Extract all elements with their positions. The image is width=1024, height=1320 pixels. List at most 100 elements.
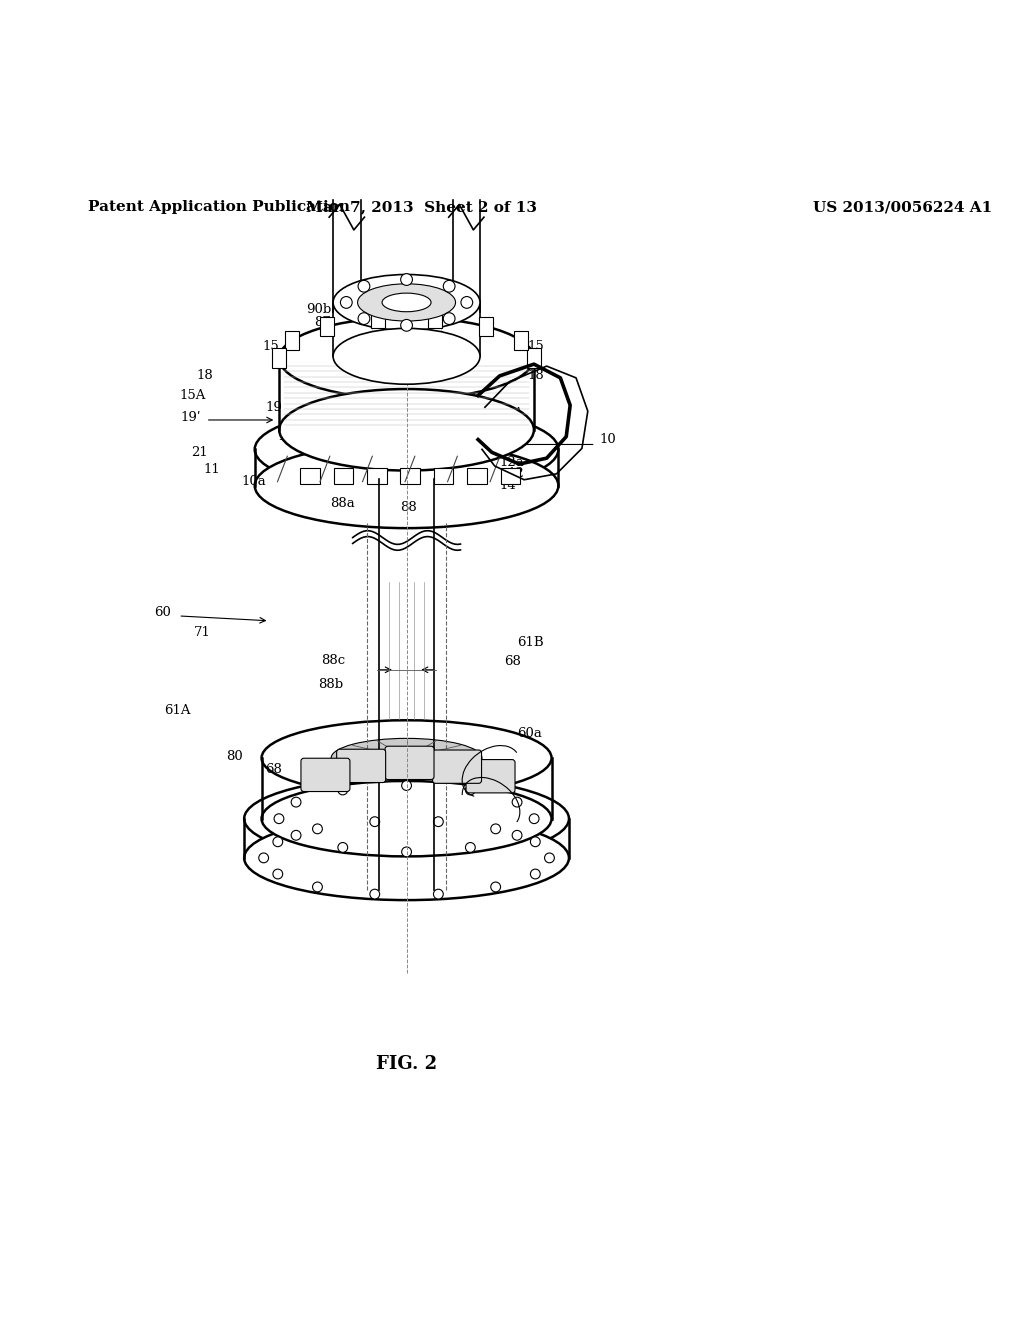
Circle shape <box>273 837 283 846</box>
Circle shape <box>338 785 348 795</box>
Text: 90c: 90c <box>399 302 424 315</box>
Circle shape <box>530 869 541 879</box>
Bar <box>367 469 387 483</box>
Circle shape <box>530 837 541 846</box>
Bar <box>514 331 528 350</box>
Text: Mar. 7, 2013  Sheet 2 of 13: Mar. 7, 2013 Sheet 2 of 13 <box>306 201 537 214</box>
Text: 10: 10 <box>600 433 616 446</box>
Text: 15: 15 <box>527 341 544 352</box>
Circle shape <box>259 853 268 863</box>
Ellipse shape <box>357 284 456 321</box>
Text: 90b: 90b <box>306 302 331 315</box>
Circle shape <box>545 853 554 863</box>
Bar <box>285 331 299 350</box>
Circle shape <box>401 847 412 857</box>
Text: 12: 12 <box>508 467 524 480</box>
FancyBboxPatch shape <box>301 758 350 792</box>
Text: 88c: 88c <box>321 653 345 667</box>
Text: 71: 71 <box>194 626 211 639</box>
Text: 61B: 61B <box>517 636 544 649</box>
Circle shape <box>273 869 283 879</box>
Circle shape <box>490 882 501 892</box>
Circle shape <box>358 280 370 292</box>
Ellipse shape <box>280 318 534 399</box>
Circle shape <box>466 785 475 795</box>
Bar <box>272 348 286 368</box>
Circle shape <box>291 830 301 841</box>
Text: 87: 87 <box>314 317 331 330</box>
Circle shape <box>443 313 455 325</box>
Circle shape <box>370 817 380 826</box>
Circle shape <box>401 780 412 791</box>
Circle shape <box>370 890 380 899</box>
Text: 60a: 60a <box>517 727 542 741</box>
Text: 68: 68 <box>505 656 521 668</box>
Circle shape <box>291 797 301 807</box>
FancyBboxPatch shape <box>337 750 386 783</box>
Bar <box>467 469 486 483</box>
Text: 14: 14 <box>500 479 516 492</box>
Bar <box>434 469 454 483</box>
Text: 69: 69 <box>374 758 391 771</box>
Text: 15A: 15A <box>498 407 524 420</box>
Circle shape <box>443 280 455 292</box>
Circle shape <box>433 817 443 826</box>
Text: 16: 16 <box>492 442 509 455</box>
Ellipse shape <box>261 721 552 796</box>
Text: FIG. 2: FIG. 2 <box>376 1055 437 1073</box>
Text: Patent Application Publication: Patent Application Publication <box>88 201 350 214</box>
Circle shape <box>529 814 539 824</box>
Bar <box>428 309 441 329</box>
Circle shape <box>358 313 370 325</box>
Text: 19ʹ: 19ʹ <box>180 411 201 424</box>
Circle shape <box>400 273 413 285</box>
Bar <box>321 317 334 337</box>
Text: 10a: 10a <box>242 475 266 488</box>
Bar <box>527 348 541 368</box>
Bar <box>372 309 385 329</box>
Circle shape <box>490 824 501 834</box>
Circle shape <box>312 882 323 892</box>
Ellipse shape <box>333 275 480 330</box>
Bar <box>400 469 420 483</box>
Ellipse shape <box>337 335 476 380</box>
Text: 19: 19 <box>371 420 387 433</box>
Text: 80: 80 <box>226 750 243 763</box>
Ellipse shape <box>331 738 482 777</box>
Circle shape <box>274 814 284 824</box>
Bar <box>501 469 520 483</box>
Circle shape <box>312 824 323 834</box>
Text: 15A: 15A <box>179 389 206 403</box>
Circle shape <box>340 297 352 309</box>
Ellipse shape <box>280 389 534 470</box>
Ellipse shape <box>261 781 552 857</box>
Circle shape <box>512 830 522 841</box>
Text: 88a: 88a <box>330 496 354 510</box>
Ellipse shape <box>244 776 569 861</box>
Text: 21: 21 <box>190 446 208 459</box>
Text: US 2013/0056224 A1: US 2013/0056224 A1 <box>813 201 992 214</box>
Text: 88: 88 <box>399 500 417 513</box>
Text: 90a: 90a <box>399 289 425 302</box>
Text: 61A: 61A <box>165 705 191 718</box>
Text: 18: 18 <box>197 370 214 383</box>
Text: 17: 17 <box>278 430 294 444</box>
Text: 60: 60 <box>155 606 171 619</box>
Ellipse shape <box>244 816 569 900</box>
Circle shape <box>512 797 522 807</box>
Circle shape <box>461 297 473 309</box>
Ellipse shape <box>255 444 558 528</box>
Circle shape <box>338 842 348 853</box>
Circle shape <box>433 890 443 899</box>
Circle shape <box>466 842 475 853</box>
Text: 88b: 88b <box>317 678 343 690</box>
FancyBboxPatch shape <box>466 759 515 793</box>
Text: 18: 18 <box>527 370 544 383</box>
FancyBboxPatch shape <box>432 750 481 783</box>
FancyBboxPatch shape <box>385 746 434 780</box>
Bar <box>334 469 353 483</box>
Ellipse shape <box>255 407 558 492</box>
Text: 12a: 12a <box>500 455 524 469</box>
Circle shape <box>400 319 413 331</box>
Text: 68: 68 <box>265 763 283 776</box>
